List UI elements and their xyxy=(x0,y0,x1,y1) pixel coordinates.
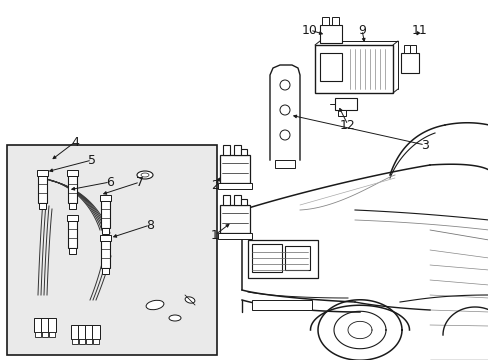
Circle shape xyxy=(280,80,289,90)
Bar xyxy=(274,160,294,168)
Bar xyxy=(331,17,338,25)
Bar xyxy=(234,145,241,155)
Text: 6: 6 xyxy=(106,176,114,189)
Text: 8: 8 xyxy=(146,219,154,231)
Bar xyxy=(93,339,99,344)
Text: 10: 10 xyxy=(302,23,317,36)
Ellipse shape xyxy=(185,297,195,303)
Bar xyxy=(92,325,100,339)
Bar xyxy=(79,339,85,344)
Bar xyxy=(48,318,56,332)
Bar xyxy=(37,170,47,176)
Text: 11: 11 xyxy=(411,23,427,36)
Bar xyxy=(319,53,341,81)
Bar xyxy=(35,332,41,337)
Bar xyxy=(314,45,392,93)
Bar xyxy=(403,45,409,53)
Bar xyxy=(68,248,75,254)
Bar xyxy=(38,175,46,203)
Bar xyxy=(78,325,86,339)
Bar xyxy=(101,240,109,268)
Bar xyxy=(400,53,418,73)
Bar xyxy=(86,339,92,344)
Ellipse shape xyxy=(141,173,149,177)
Text: 9: 9 xyxy=(357,23,365,36)
Bar xyxy=(67,220,76,248)
Text: 4: 4 xyxy=(71,135,79,149)
Text: 2: 2 xyxy=(211,179,219,192)
Bar xyxy=(41,318,49,332)
Text: 12: 12 xyxy=(340,118,355,131)
Bar xyxy=(99,235,110,241)
Bar xyxy=(334,98,356,110)
Text: 5: 5 xyxy=(88,153,96,166)
Bar xyxy=(241,149,246,155)
Circle shape xyxy=(280,130,289,140)
Bar xyxy=(220,155,249,183)
Bar xyxy=(102,268,108,274)
Circle shape xyxy=(280,105,289,115)
Bar xyxy=(42,332,48,337)
Bar xyxy=(99,195,110,201)
Ellipse shape xyxy=(137,171,153,179)
Bar xyxy=(241,199,246,205)
Bar xyxy=(285,246,309,270)
Bar xyxy=(337,110,346,116)
Bar xyxy=(319,25,341,43)
Bar xyxy=(234,195,241,205)
Bar xyxy=(34,318,42,332)
Bar xyxy=(251,300,311,310)
Bar xyxy=(68,203,75,209)
Bar xyxy=(67,175,76,203)
Bar xyxy=(102,228,108,234)
Ellipse shape xyxy=(169,315,181,321)
Bar xyxy=(218,183,251,189)
Bar xyxy=(251,244,282,272)
Bar xyxy=(223,195,229,205)
Text: 1: 1 xyxy=(211,229,219,242)
Bar xyxy=(66,215,77,221)
Bar xyxy=(223,145,229,155)
Bar xyxy=(101,200,109,228)
Bar xyxy=(247,240,317,278)
Bar xyxy=(220,205,249,233)
Bar xyxy=(39,203,45,209)
Bar xyxy=(7,145,217,355)
Bar xyxy=(321,17,328,25)
Ellipse shape xyxy=(146,300,163,310)
Bar xyxy=(409,45,415,53)
Text: 3: 3 xyxy=(420,139,428,152)
Text: 7: 7 xyxy=(136,176,143,189)
Bar xyxy=(72,339,78,344)
Bar xyxy=(66,170,77,176)
Bar xyxy=(218,233,251,239)
Bar xyxy=(71,325,79,339)
Bar xyxy=(85,325,93,339)
Bar xyxy=(49,332,55,337)
